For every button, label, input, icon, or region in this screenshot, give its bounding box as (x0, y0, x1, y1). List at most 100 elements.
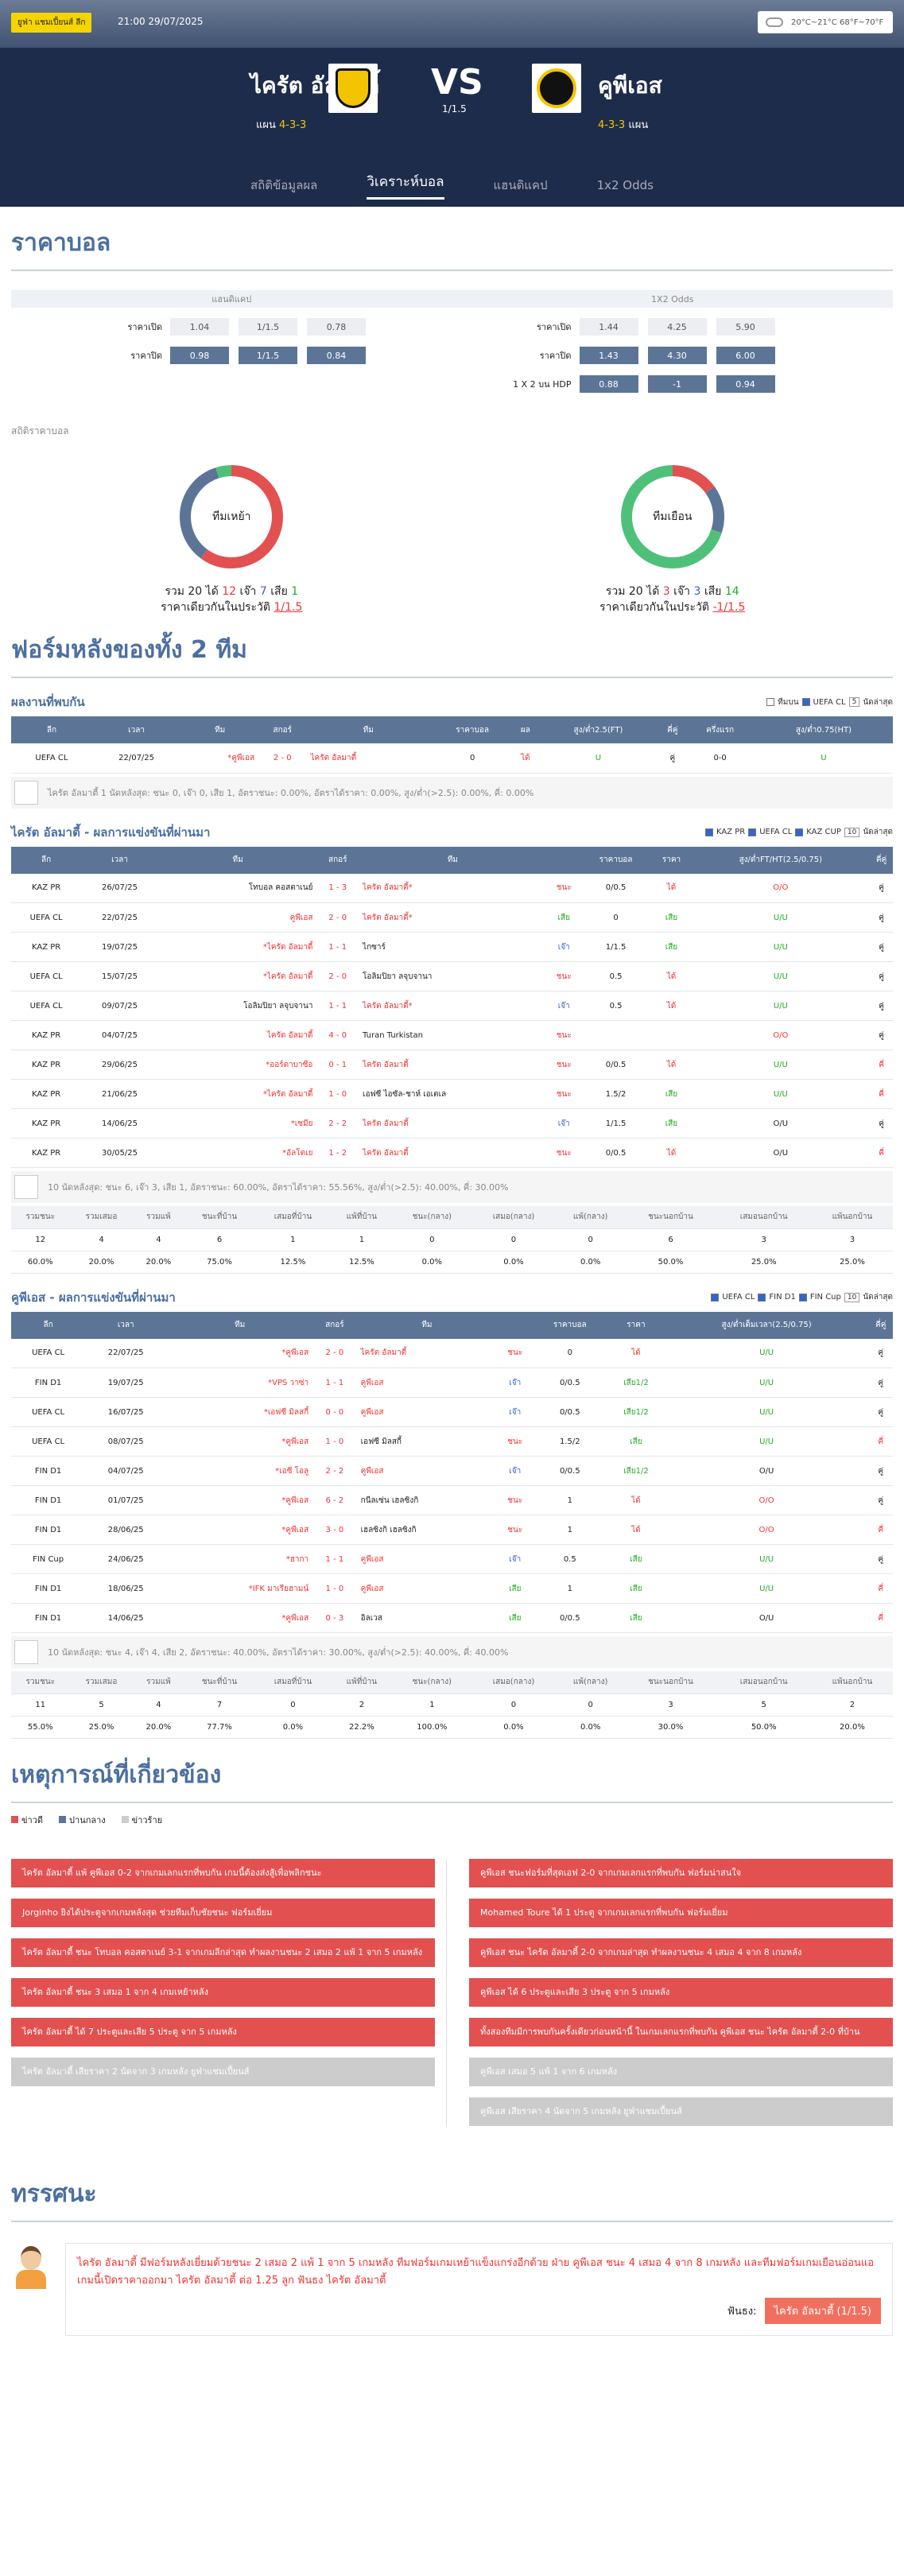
table-cell[interactable]: ไครัต อัลมาตี้ (358, 1108, 548, 1139)
table-row[interactable]: UEFA CL 22/07/25 *คูพีเอส 2 - 0 ไครัต อัลมาต… (11, 1338, 893, 1368)
table-cell[interactable]: *คูพีเอส (166, 1485, 314, 1515)
table-cell[interactable]: ไกซาร์ (358, 932, 548, 962)
table-cell[interactable]: ไครัต อัลมาตี้* (358, 991, 548, 1021)
table-row[interactable]: UEFA CL 22/07/25 *คูพีเอส 2 - 0 ไครัต อัลมาต… (11, 743, 893, 774)
tab-handicap[interactable]: แฮนดิแคป (493, 178, 548, 192)
news-item[interactable]: ไครัต อัลมาตี้ ชนะ โทบอล คอสตาเนย์ 3-1 จ… (11, 1938, 435, 1967)
kairat-count-select[interactable]: 10 (844, 827, 860, 837)
table-cell[interactable]: ไครัต อัลมาตี้ (355, 1338, 499, 1368)
table-row[interactable]: UEFA CL 22/07/25 คูพีเอส 2 - 0 ไครัต อัลมาตี… (11, 902, 893, 933)
table-cell[interactable]: ไครัต อัลมาตี้* (358, 873, 548, 903)
table-row[interactable]: FIN D1 01/07/25 *คูพีเอส 6 - 2 กนีลเซ่น เฮลซ… (11, 1485, 893, 1515)
table-cell[interactable]: กนีลเซ่น เฮลซิงกิ (355, 1485, 499, 1515)
table-cell[interactable]: *ออร์ดาบาซือ (157, 1049, 318, 1080)
table-row[interactable]: FIN D1 28/06/25 *คูพีเอส 3 - 0 เฮลซิงกิ เฮลซ… (11, 1515, 893, 1545)
table-row[interactable]: KAZ PR 29/06/25 *ออร์ดาบาซือ 0 - 1 ไครัต อัล… (11, 1049, 893, 1080)
filter-kazcup-checkbox[interactable] (795, 828, 804, 836)
stat-header: เสมอนอกบ้าน (716, 1206, 812, 1229)
table-cell[interactable]: *คูพีเอส (180, 743, 260, 774)
news-item[interactable]: คูพีเอส เสียราคา 4 นัดจาก 5 เกมหลัง ยูฟ่… (469, 2097, 893, 2126)
table-row[interactable]: KAZ PR 14/06/25 *เซมีย 2 - 2 ไครัต อัลมาตี้เ… (11, 1108, 893, 1139)
table-row[interactable]: FIN D1 14/06/25 *คูพีเอส 0 - 3 อิลเวส เสีย 0/0… (11, 1603, 893, 1633)
news-item[interactable]: Mohamed Toure ได้ 1 ประตู จากเกมเลกแรกที… (469, 1898, 893, 1927)
news-item[interactable]: คูพีเอส ได้ 6 ประตูและเสีย 3 ประตู จาก 5… (469, 1977, 893, 2007)
table-cell[interactable]: *เอซี โอลู (166, 1456, 314, 1486)
filter-ucl-checkbox[interactable] (748, 828, 757, 836)
table-cell[interactable]: *ไครัต อัลมาตี้ (157, 961, 318, 991)
filter-find1-checkbox[interactable] (758, 1293, 766, 1302)
table-cell[interactable]: *ไครัต อัลมาตี้ (157, 1079, 318, 1109)
table-row[interactable]: KAZ PR 04/07/25 ไครัต อัลมาตี้ 4 - 0 Turan T… (11, 1020, 893, 1050)
filter-kazpr-checkbox[interactable] (705, 828, 713, 836)
tab-1x2[interactable]: 1x2 Odds (596, 178, 654, 192)
kups-count-select[interactable]: 10 (844, 1292, 860, 1302)
table-cell[interactable]: ไครัต อัลมาตี้ (157, 1020, 318, 1050)
table-row[interactable]: KAZ PR 30/05/25 *อัลโตเย 1 - 2 ไครัต อัลมาตี… (11, 1138, 893, 1168)
filter-home-checkbox[interactable] (766, 698, 775, 706)
news-item[interactable]: คูพีเอส ชนะฟอร์มที่สุดเอฟ 2-0 จากเกมเลกแ… (469, 1858, 893, 1887)
tab-stats[interactable]: สถิติข้อมูลผล (250, 178, 318, 192)
news-item[interactable]: ไครัต อัลมาตี้ เสียราคา 2 นัดจาก 3 เกมหล… (11, 2057, 435, 2086)
table-cell[interactable]: คูพีเอส (355, 1544, 499, 1574)
filter-ucl-checkbox[interactable] (801, 698, 810, 706)
table-cell[interactable]: *คูพีเอส (166, 1338, 314, 1368)
table-cell[interactable]: *ไครัต อัลมาตี้ (157, 932, 318, 962)
home-team-logo[interactable] (328, 64, 378, 113)
table-row[interactable]: UEFA CL 15/07/25 *ไครัต อัลมาตี้ 2 - 0 โอลิม… (11, 961, 893, 991)
table-cell[interactable]: ไครัต อัลมาตี้ (358, 1138, 548, 1168)
table-cell[interactable]: โอลิมปิยา ลจุบจานา (157, 991, 318, 1021)
table-cell: O/U (664, 1456, 869, 1486)
table-row[interactable]: KAZ PR 26/07/25 โทบอล คอสตาเนย์ 1 - 3 ไครัต … (11, 873, 893, 903)
table-cell[interactable]: *เอฟซี มิลสกี้ (166, 1397, 314, 1427)
table-cell[interactable]: *คูพีเอส (166, 1515, 314, 1545)
table-cell[interactable]: คูพีเอส (355, 1456, 499, 1486)
table-cell[interactable]: อิลเวส (355, 1603, 499, 1633)
news-item[interactable]: คูพีเอส เสมอ 5 แพ้ 1 จาก 6 เกมหลัง (469, 2057, 893, 2086)
news-item[interactable]: ไครัต อัลมาตี้ แพ้ คูพีเอส 0-2 จากเกมเลก… (11, 1858, 435, 1887)
tab-analysis[interactable]: วิเคราะห์บอล (367, 171, 444, 200)
column-header: ผล (513, 716, 537, 743)
league-badge[interactable]: ยูฟ่า แชมเปี้ยนส์ ลีก (11, 13, 92, 33)
table-cell[interactable]: คูพีเอส (355, 1573, 499, 1604)
odds-stats-charts: ทีมเหย้า รวม 20 ได้ 12 เจ๊า 7 เสีย 1 ราคา… (11, 439, 893, 614)
table-cell[interactable]: *ฮากา (166, 1544, 314, 1574)
table-cell[interactable]: เฮลซิงกิ เฮลซิงกิ (355, 1515, 499, 1545)
news-item[interactable]: ทั้งสองทีมมีการพบกันครั้งเดียวก่อนหน้านี… (469, 2017, 893, 2046)
table-cell[interactable]: *คูพีเอส (166, 1426, 314, 1457)
table-cell[interactable]: *อัลโตเย (157, 1138, 318, 1168)
table-cell[interactable]: Turan Turkistan (358, 1020, 548, 1050)
table-cell[interactable]: ไครัต อัลมาตี้ (305, 743, 432, 774)
table-cell: 04/07/25 (85, 1456, 167, 1486)
table-row[interactable]: FIN D1 19/07/25 *VPS วาซ่า 1 - 1 คูพีเอส เจ๊า… (11, 1368, 893, 1398)
news-item[interactable]: ไครัต อัลมาตี้ ได้ 7 ประตูและเสีย 5 ประต… (11, 2017, 435, 2046)
table-row[interactable]: UEFA CL 16/07/25 *เอฟซี มิลสกี้ 0 - 0 คูพีเอ… (11, 1397, 893, 1427)
away-team-logo[interactable] (532, 64, 581, 113)
table-cell[interactable]: คูพีเอส (157, 902, 318, 933)
table-row[interactable]: FIN D1 18/06/25 *IFK มาเรียฮามน์ 1 - 0 คูพีเ… (11, 1573, 893, 1604)
filter-fincup-checkbox[interactable] (798, 1293, 807, 1302)
table-row[interactable]: FIN D1 04/07/25 *เอซี โอลู 2 - 2 คูพีเอส เจ๊า… (11, 1456, 893, 1486)
table-cell[interactable]: ไครัต อัลมาตี้ (358, 1049, 548, 1080)
table-cell[interactable]: เอฟซี มิลสกี้ (355, 1426, 499, 1457)
table-row[interactable]: UEFA CL 08/07/25 *คูพีเอส 1 - 0 เอฟซี มิลสกี… (11, 1426, 893, 1457)
table-row[interactable]: UEFA CL 09/07/25 โอลิมปิยา ลจุบจานา 1 - 1 ไค… (11, 991, 893, 1021)
table-cell[interactable]: คูพีเอส (355, 1368, 499, 1398)
table-cell[interactable]: *VPS วาซ่า (166, 1368, 314, 1398)
table-cell[interactable]: โทบอล คอสตาเนย์ (157, 873, 318, 903)
table-cell[interactable]: ไครัต อัลมาตี้* (358, 902, 548, 933)
table-cell[interactable]: เอฟซี ไอซัล-ชาห์ เอเตเล (358, 1079, 548, 1109)
table-row[interactable]: KAZ PR 21/06/25 *ไครัต อัลมาตี้ 1 - 0 เอฟซี … (11, 1079, 893, 1109)
table-cell[interactable]: *เซมีย (157, 1108, 318, 1139)
table-row[interactable]: FIN Cup 24/06/25 *ฮากา 1 - 1 คูพีเอส เจ๊า 0.5 เ… (11, 1544, 893, 1574)
table-cell[interactable]: คูพีเอส (355, 1397, 499, 1427)
away-team-name[interactable]: คูพีเอส (598, 72, 662, 99)
table-cell[interactable]: *คูพีเอส (166, 1603, 314, 1633)
table-row[interactable]: KAZ PR 19/07/25 *ไครัต อัลมาตี้ 1 - 1 ไกซาร์… (11, 932, 893, 962)
h2h-count-select[interactable]: 5 (848, 697, 860, 707)
table-cell[interactable]: *IFK มาเรียฮามน์ (166, 1573, 314, 1604)
news-item[interactable]: ไครัต อัลมาตี้ ชนะ 3 เสมอ 1 จาก 4 เกมเหย… (11, 1977, 435, 2007)
news-item[interactable]: คูพีเอส ชนะ ไครัต อัลมาตี้ 2-0 จากเกมล่า… (469, 1938, 893, 1967)
table-cell[interactable]: โอลิมปิยา ลจุบจานา (358, 961, 548, 991)
filter-ucl-checkbox[interactable] (711, 1293, 720, 1302)
news-item[interactable]: Jorginho ยิงได้ประตูจากเกมหลังสุด ช่วยที… (11, 1898, 435, 1927)
